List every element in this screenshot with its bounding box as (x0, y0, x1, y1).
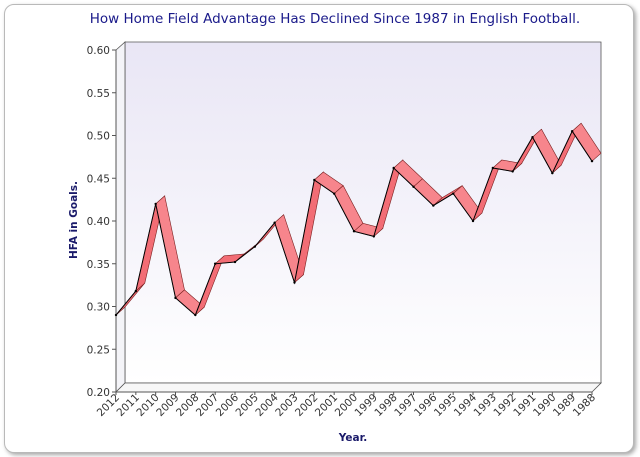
data-point (531, 136, 534, 139)
data-point (253, 245, 257, 248)
y-tick-label: 0.55 (87, 88, 110, 100)
data-point (313, 178, 316, 182)
data-point (511, 170, 514, 173)
data-point (372, 235, 376, 238)
y-axis-ticks: 0.20 0.25 0.30 0.35 0.40 0.45 0.50 0.55 0.60 (87, 45, 116, 399)
data-point (273, 221, 276, 224)
data-point (590, 159, 594, 163)
data-point (332, 192, 336, 195)
data-point (471, 219, 475, 223)
data-point (432, 204, 435, 207)
chart-title: How Home Field Advantage Has Declined Si… (90, 11, 580, 27)
data-point (213, 262, 217, 265)
y-tick-label: 0.45 (87, 173, 110, 185)
data-point (293, 281, 296, 284)
data-point (570, 130, 574, 133)
y-tick-label: 0.50 (87, 131, 110, 143)
x-axis-label: Year. (338, 432, 368, 444)
data-point (134, 289, 138, 293)
data-point (194, 313, 197, 317)
data-point (412, 185, 415, 188)
data-point (174, 296, 177, 300)
y-tick-label: 0.40 (87, 216, 110, 228)
y-tick-label: 0.20 (87, 387, 110, 399)
data-point (114, 313, 118, 317)
plot-floor (115, 382, 602, 393)
data-point (154, 202, 157, 206)
y-tick-label: 0.60 (87, 45, 110, 57)
data-point (451, 192, 455, 195)
data-point (551, 171, 554, 175)
data-point (392, 166, 395, 170)
y-axis-label: HFA in Goals. (68, 181, 80, 259)
line-chart: How Home Field Advantage Has Declined Si… (68, 11, 602, 444)
x-tick-label: 1988 (571, 392, 598, 419)
chart-card: How Home Field Advantage Has Declined Si… (4, 4, 634, 453)
y-tick-label: 0.35 (87, 259, 110, 271)
plot-back-wall (124, 41, 602, 384)
y-tick-label: 0.25 (87, 344, 110, 356)
data-point (233, 260, 237, 264)
plot-side-wall (115, 41, 126, 393)
data-points (114, 130, 594, 317)
y-tick-label: 0.30 (87, 302, 110, 314)
data-ribbon (115, 122, 602, 316)
data-point (491, 166, 495, 170)
x-axis-ticks: 2012201120102009200820072006200520042003… (95, 391, 598, 419)
data-point (352, 230, 356, 233)
